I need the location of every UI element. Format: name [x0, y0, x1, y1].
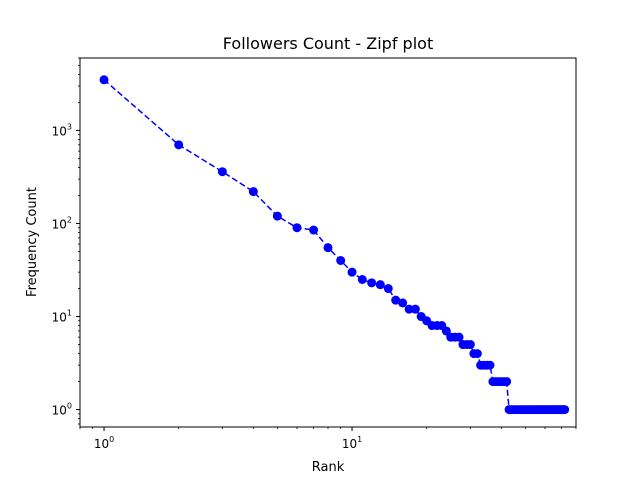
data-point [367, 278, 377, 288]
x-tick-label: 101 [342, 435, 362, 451]
data-point [347, 267, 357, 277]
data-point [383, 284, 393, 294]
x-axis-label: Rank [312, 460, 345, 475]
data-point [398, 298, 408, 308]
data-point [323, 243, 333, 253]
data-point [292, 223, 302, 233]
x-tick-label: 100 [94, 435, 114, 451]
data-point [502, 377, 512, 387]
data-point [410, 304, 420, 314]
data-point [309, 225, 319, 235]
y-axis-ticks: 100 101 102 103 [52, 57, 80, 425]
data-layer [99, 75, 570, 415]
plot-area [80, 58, 576, 427]
data-point [454, 332, 464, 342]
y-tick-label: 102 [52, 215, 72, 231]
data-point [217, 167, 227, 177]
data-point [248, 187, 258, 197]
data-point [465, 340, 475, 350]
data-point [357, 274, 367, 284]
data-point [336, 256, 346, 266]
data-point [272, 211, 282, 221]
data-point [174, 140, 184, 150]
data-point [485, 360, 495, 370]
data-point [472, 349, 482, 359]
data-point [375, 280, 385, 290]
x-axis-ticks: 100 101 [79, 427, 577, 451]
plot-frame [79, 57, 577, 428]
data-point [560, 405, 570, 415]
y-tick-label: 103 [52, 122, 72, 138]
data-point [391, 295, 401, 305]
y-tick-label: 101 [52, 309, 72, 325]
chart-title: Followers Count - Zipf plot [223, 34, 433, 53]
y-tick-label: 100 [52, 402, 72, 418]
data-point [404, 304, 414, 314]
data-point [441, 326, 451, 336]
y-axis-label: Frequency Count [25, 187, 40, 297]
data-point [99, 75, 109, 85]
